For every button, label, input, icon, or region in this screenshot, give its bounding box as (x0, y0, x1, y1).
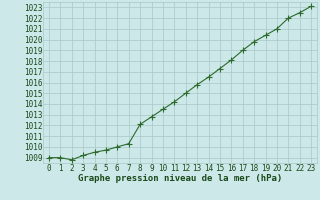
X-axis label: Graphe pression niveau de la mer (hPa): Graphe pression niveau de la mer (hPa) (78, 174, 282, 183)
